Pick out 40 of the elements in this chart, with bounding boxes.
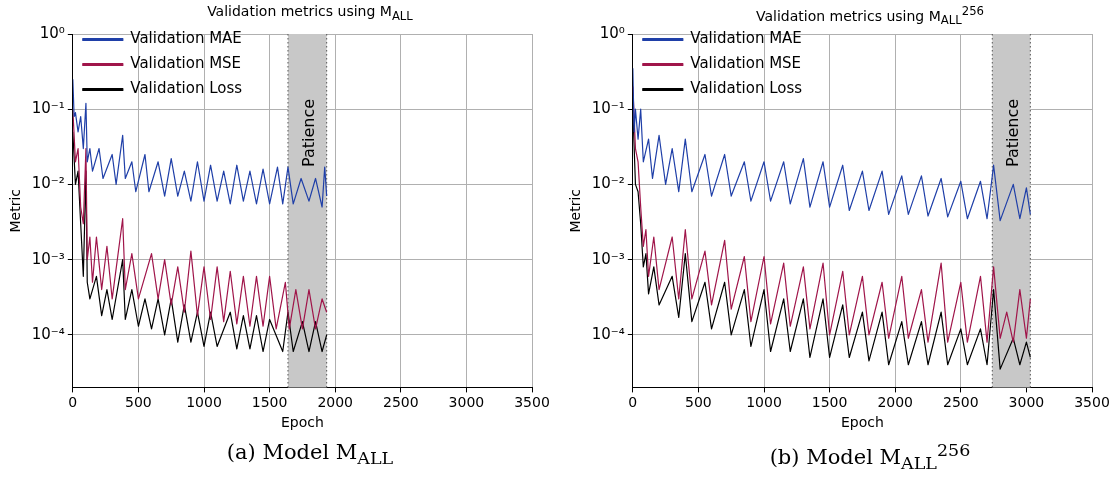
band-label: Patience bbox=[299, 98, 319, 167]
x-tick-label: 0 bbox=[628, 394, 638, 411]
y-axis-title: Metric bbox=[567, 188, 584, 233]
band-label: Patience bbox=[1003, 98, 1023, 167]
y-tick-label: 10⁻³ bbox=[591, 249, 625, 268]
x-tick-label: 1000 bbox=[186, 394, 222, 411]
text: (a) Model M$_{ALL}$ bbox=[226, 440, 394, 469]
legend-label: Validation MSE bbox=[130, 54, 242, 73]
x-tick-label: 0 bbox=[68, 394, 78, 411]
y-tick-label: 10⁻¹ bbox=[31, 99, 65, 118]
legend-label: Validation Loss bbox=[130, 79, 243, 98]
x-tick-label: 3500 bbox=[1074, 394, 1110, 411]
legend-label: Validation MAE bbox=[690, 29, 802, 48]
x-axis-title: Epoch bbox=[280, 414, 324, 431]
legend-label: Validation Loss bbox=[690, 79, 803, 98]
legend-label: Validation MSE bbox=[690, 54, 802, 73]
y-tick-label: 10⁰ bbox=[599, 23, 625, 42]
y-tick-label: 10⁻² bbox=[591, 174, 625, 193]
x-axis-title: Epoch bbox=[840, 414, 884, 431]
legend-label: Validation MAE bbox=[130, 29, 242, 48]
x-tick-label: 2000 bbox=[317, 394, 354, 411]
y-tick-label: 10⁻⁴ bbox=[31, 324, 65, 343]
y-tick-label: 10⁰ bbox=[39, 23, 65, 42]
x-tick-label: 2000 bbox=[877, 394, 914, 411]
x-tick-label: 3500 bbox=[514, 394, 550, 411]
x-tick-label: 500 bbox=[125, 394, 152, 411]
x-tick-label: 3000 bbox=[448, 394, 485, 411]
y-tick-label: 10⁻¹ bbox=[591, 99, 625, 118]
x-tick-label: 2500 bbox=[942, 394, 979, 411]
y-tick-label: 10⁻³ bbox=[31, 249, 65, 268]
y-tick-label: 10⁻⁴ bbox=[591, 324, 625, 343]
x-tick-label: 500 bbox=[685, 394, 712, 411]
x-tick-label: 2500 bbox=[382, 394, 419, 411]
x-tick-label: 1500 bbox=[251, 394, 288, 411]
chart-title: Validation metrics using M$_{ALL}$ bbox=[207, 2, 413, 23]
y-axis-title: Metric bbox=[7, 188, 24, 233]
x-tick-label: 1000 bbox=[746, 394, 782, 411]
y-tick-label: 10⁻² bbox=[31, 174, 65, 193]
x-tick-label: 3000 bbox=[1008, 394, 1045, 411]
x-tick-label: 1500 bbox=[811, 394, 848, 411]
